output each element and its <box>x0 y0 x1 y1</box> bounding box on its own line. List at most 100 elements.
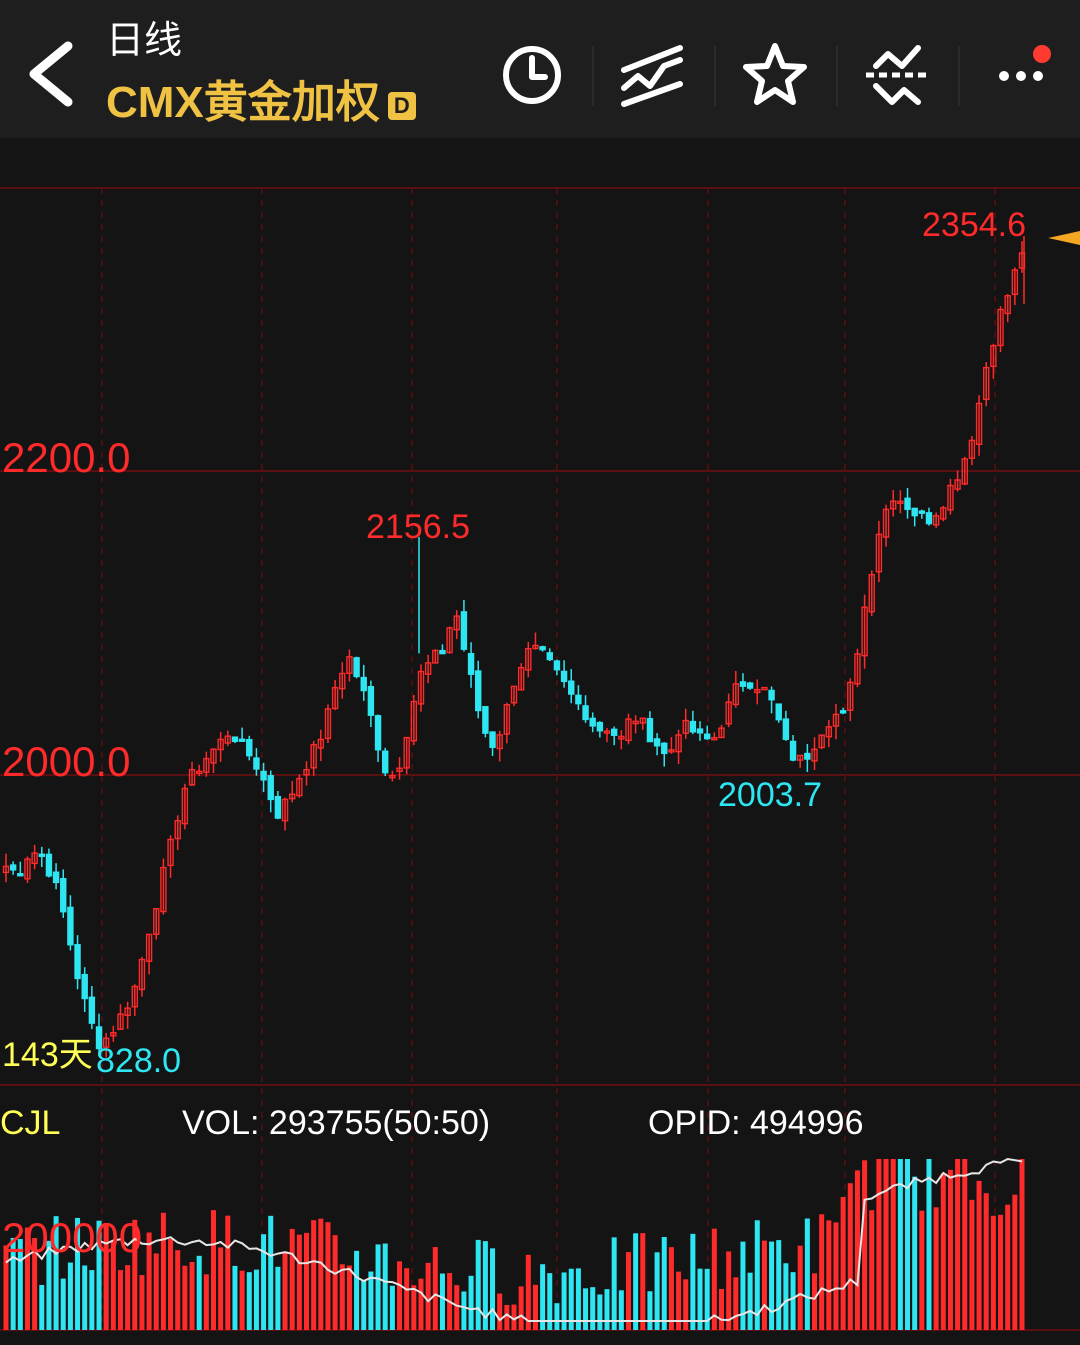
candle-body <box>761 686 768 691</box>
candle-body <box>160 866 167 913</box>
volume-bar <box>590 1287 596 1330</box>
volume-bar <box>468 1275 474 1330</box>
candle-body <box>489 731 496 749</box>
volume-bar <box>175 1250 181 1330</box>
candle-body <box>131 985 138 1008</box>
clock-icon[interactable] <box>497 40 567 110</box>
candle-body <box>31 852 38 865</box>
volume-bar <box>926 1159 932 1330</box>
volume-bar <box>46 1240 52 1330</box>
more-icon[interactable] <box>990 40 1060 110</box>
volume-bar <box>375 1244 381 1330</box>
low-marker-label: 828.0 <box>96 1042 181 1080</box>
volume-bar <box>461 1291 467 1330</box>
volume-bar <box>668 1247 674 1330</box>
candle-body <box>825 726 833 738</box>
volume-bar <box>418 1278 424 1330</box>
volume-bar <box>232 1265 238 1330</box>
top-bar: 日线 CMX黄金加权 D <box>0 0 1080 138</box>
candle-body <box>553 660 561 671</box>
volume-bar <box>361 1280 367 1330</box>
candle-body <box>703 733 711 740</box>
candle-body <box>782 718 790 740</box>
candle-body <box>181 787 189 825</box>
candle-body <box>517 666 525 691</box>
indicator-icon[interactable] <box>862 40 932 110</box>
candle-body <box>17 873 24 877</box>
trend-lines-icon[interactable] <box>618 40 688 110</box>
candle-body <box>2 865 10 874</box>
volume-bar <box>203 1274 209 1330</box>
candle-body <box>940 507 947 520</box>
volume-bar <box>661 1237 667 1330</box>
volume-bar <box>869 1210 875 1330</box>
candle-body <box>67 906 74 946</box>
volume-bar <box>53 1216 59 1330</box>
volume-bar <box>325 1222 331 1330</box>
volume-bar <box>897 1159 903 1330</box>
candle-body <box>839 710 847 714</box>
volume-bar <box>976 1180 982 1330</box>
toolbar-separator <box>714 46 716 106</box>
volume-bar <box>518 1286 524 1330</box>
candle-body <box>589 717 596 727</box>
volume-bar <box>125 1265 131 1330</box>
candle-body <box>625 718 632 742</box>
candle-body <box>231 736 239 743</box>
volume-bar <box>289 1228 295 1330</box>
candle-body <box>88 996 96 1024</box>
volume-bar <box>854 1170 860 1330</box>
volume-bar <box>640 1233 646 1330</box>
symbol-name: CMX黄金加权 <box>106 78 380 127</box>
trough-marker-label: 2003.7 <box>718 776 822 814</box>
volume-bar <box>955 1159 961 1330</box>
peak-marker-label: 2156.5 <box>366 508 470 546</box>
candle-body <box>932 515 940 526</box>
candle-body <box>618 735 625 740</box>
volume-bar <box>1005 1204 1011 1330</box>
candle-body <box>224 735 232 744</box>
back-icon[interactable] <box>22 38 82 110</box>
volume-bar <box>847 1183 853 1330</box>
volume-bar <box>354 1250 360 1330</box>
volume-bar <box>210 1210 216 1330</box>
candle-body <box>696 728 704 734</box>
volume-bar <box>475 1239 481 1330</box>
volume-bar <box>983 1193 989 1330</box>
candle-body <box>639 717 646 724</box>
candle-body <box>596 721 604 732</box>
volume-bar <box>311 1220 317 1330</box>
symbol-row: CMX黄金加权 D <box>106 78 416 128</box>
open-interest-value: OPID: 494996 <box>648 1104 863 1142</box>
candle-body <box>918 510 926 514</box>
candle-body <box>582 705 589 721</box>
candle-body <box>417 670 425 705</box>
candle-body <box>389 774 396 779</box>
volume-bar <box>490 1248 496 1330</box>
volume-bar <box>711 1228 717 1330</box>
volume-bar <box>740 1241 746 1330</box>
current-price-arrow <box>1048 231 1080 245</box>
volume-bar <box>404 1268 410 1330</box>
candle-body <box>45 853 53 877</box>
candle-body <box>711 736 718 741</box>
candle-body <box>983 366 990 401</box>
volume-bar <box>761 1240 767 1330</box>
y-tick-upper: 2200.0 <box>2 434 130 481</box>
star-icon[interactable] <box>740 40 810 110</box>
candle-body <box>904 497 911 510</box>
candle-body <box>875 533 883 573</box>
kline-chart[interactable]: 2354.6 2156.5 2003.7 828.0 143天 2200.0 2… <box>0 138 1080 1345</box>
volume-bar <box>304 1232 310 1330</box>
volume-tick: 200000 <box>2 1214 142 1261</box>
volume-bar <box>790 1272 796 1330</box>
candle-body <box>925 512 933 525</box>
volume-bar <box>189 1261 195 1330</box>
volume-bar <box>776 1240 782 1330</box>
candle-body <box>74 944 81 980</box>
candle-body <box>396 767 403 772</box>
candle-body <box>661 742 668 755</box>
candle-body <box>496 734 503 750</box>
high-marker-label: 2354.6 <box>922 206 1026 244</box>
volume-bar <box>368 1271 374 1330</box>
